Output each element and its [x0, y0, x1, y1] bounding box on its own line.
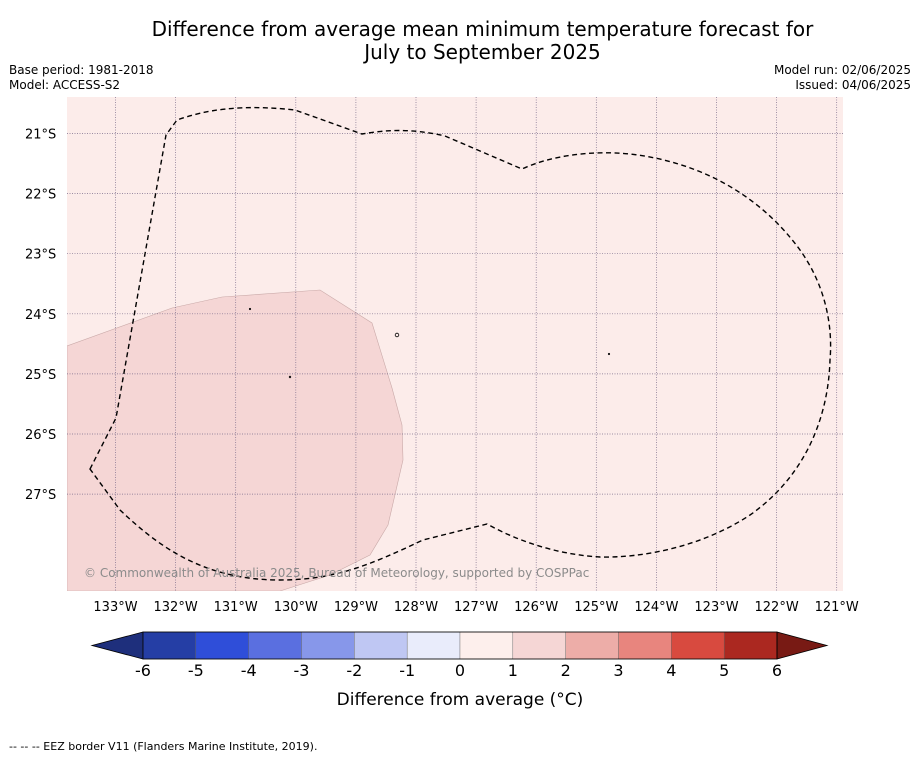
colorbar-tick-label: 2 — [561, 661, 571, 680]
colorbar-tick-label: -2 — [346, 661, 362, 680]
lon-tick-label: 133°W — [93, 600, 137, 615]
colorbar-ticks: -6 -5 -4 -3 -2 -1 0 1 2 3 4 5 6 — [135, 661, 782, 680]
copyright-text: © Commonwealth of Australia 2025, Bureau… — [84, 566, 589, 580]
lon-tick-label: 127°W — [454, 600, 498, 615]
colorbar-tick-label: -3 — [294, 661, 310, 680]
lat-tick-label: 23°S — [25, 248, 56, 263]
colorbar-bin — [354, 631, 408, 660]
colorbar-bin — [248, 631, 302, 660]
lon-tick-label: 121°W — [815, 600, 859, 615]
colorbar-frame — [142, 631, 778, 660]
colorbar-bin — [671, 631, 725, 660]
lon-tick-label: 131°W — [214, 600, 258, 615]
meta-right: Model run: 02/06/2025 Issued: 04/06/2025 — [774, 63, 911, 93]
anomaly-patch-1-to-2 — [67, 289, 404, 591]
lon-tick-label: 130°W — [274, 600, 318, 615]
lon-tick-label: 129°W — [334, 600, 378, 615]
lon-tick-label: 125°W — [574, 600, 618, 615]
colorbar-tick-label: -1 — [399, 661, 415, 680]
graticule — [67, 97, 843, 591]
title-line-2: July to September 2025 — [364, 40, 601, 64]
lat-tick-label: 22°S — [25, 188, 56, 203]
eez-border — [89, 106, 832, 581]
latitude-labels: 21°S 22°S 23°S 24°S 25°S 26°S 27°S — [25, 128, 56, 504]
model-name: Model: ACCESS-S2 — [9, 78, 121, 92]
colorbar-bin — [459, 631, 514, 660]
map-title: Difference from average mean minimum tem… — [60, 18, 905, 64]
longitude-labels: 133°W 132°W 131°W 130°W 129°W 128°W 127°W 126°W… — [93, 600, 859, 615]
colorbar-high-extend — [776, 631, 829, 660]
lon-tick-label: 132°W — [154, 600, 198, 615]
lon-tick-label: 128°W — [394, 600, 438, 615]
colorbar-tick-label: 1 — [508, 661, 518, 680]
colorbar-tick-label: 6 — [772, 661, 782, 680]
colorbar-tick-label: -4 — [241, 661, 257, 680]
colorbar-tick-label: 5 — [719, 661, 729, 680]
colorbar-bin — [301, 631, 355, 660]
lon-tick-label: 126°W — [514, 600, 558, 615]
issued-date: Issued: 04/06/2025 — [795, 78, 911, 92]
model-run: Model run: 02/06/2025 — [773, 63, 911, 77]
base-period: Base period: 1981-2018 — [9, 63, 154, 77]
colorbar-bin — [618, 631, 672, 660]
colorbar-label: Difference from average (°C) — [337, 690, 584, 710]
eez-legend-note: -- -- -- EEZ border V11 (Flanders Marine… — [9, 740, 318, 753]
lat-tick-label: 27°S — [25, 488, 56, 503]
colorbar-bin — [723, 631, 778, 660]
lat-tick-label: 26°S — [25, 428, 56, 443]
colorbar-tick-label: -5 — [188, 661, 204, 680]
colorbar-low-extend — [90, 631, 144, 660]
colorbar-tick-label: 0 — [455, 661, 465, 680]
lon-tick-label: 122°W — [755, 600, 799, 615]
lon-tick-label: 123°W — [694, 600, 738, 615]
colorbar-tick-label: 4 — [666, 661, 676, 680]
lon-tick-label: 124°W — [634, 600, 678, 615]
meta-left: Base period: 1981-2018 Model: ACCESS-S2 — [9, 63, 154, 93]
colorbar-bin — [195, 631, 249, 660]
colorbar-tick-label: -6 — [135, 661, 151, 680]
lat-tick-label: 25°S — [25, 368, 56, 383]
colorbar-bin — [512, 631, 566, 660]
colorbar — [90, 631, 829, 660]
colorbar-bin — [406, 631, 461, 660]
colorbar-tick-label: 3 — [613, 661, 623, 680]
colorbar-bin — [565, 631, 619, 660]
lat-tick-label: 24°S — [25, 308, 56, 323]
lat-tick-label: 21°S — [25, 128, 56, 143]
island-specks — [248, 307, 611, 379]
colorbar-bin — [142, 631, 197, 660]
title-line-1: Difference from average mean minimum tem… — [151, 17, 814, 41]
